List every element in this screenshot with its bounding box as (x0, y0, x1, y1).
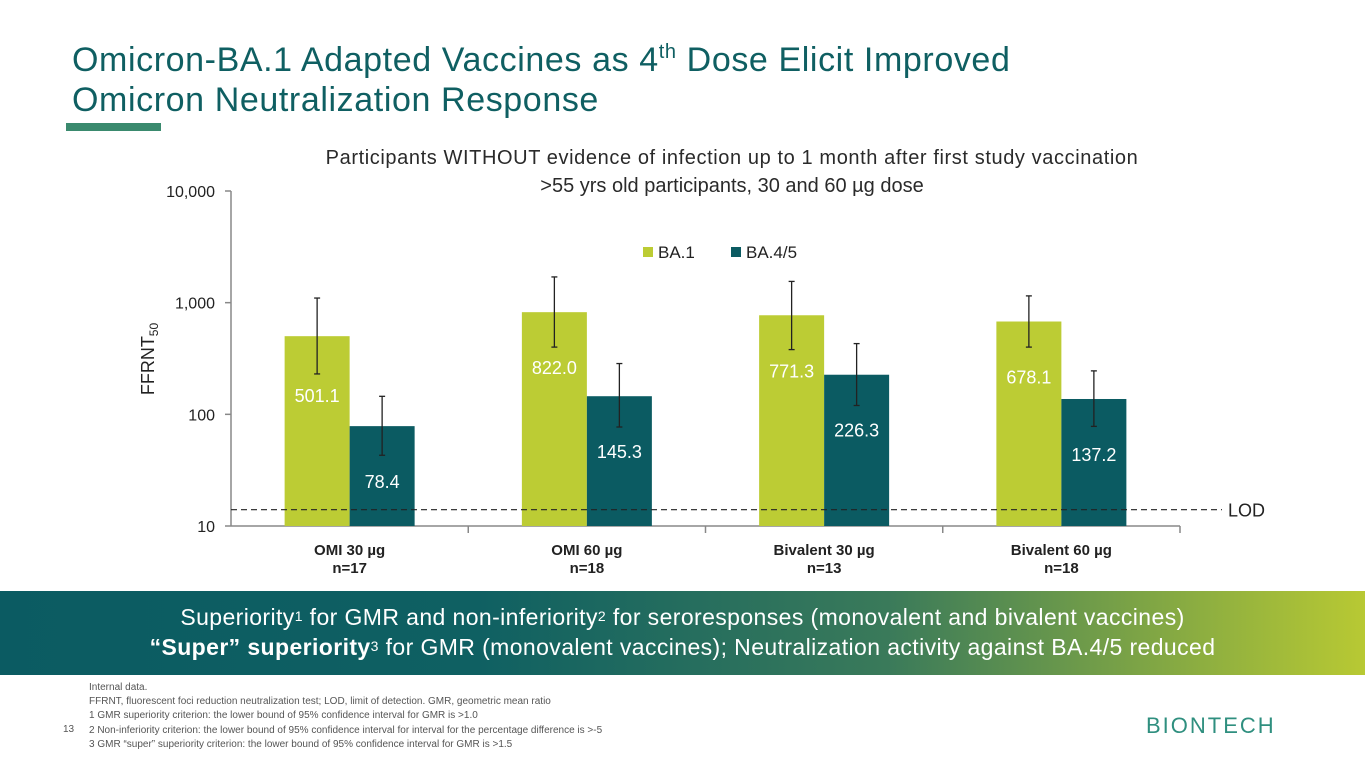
legend-swatch (643, 247, 653, 257)
data-label: 822.0 (532, 358, 577, 378)
x-category-n: n=18 (570, 560, 605, 577)
footnotes: Internal data. FFRNT, fluorescent foci r… (89, 681, 602, 752)
banner-line2: “Super” superiority3 for GMR (monovalent… (149, 634, 1216, 660)
chart-subtitle: >55 yrs old participants, 30 and 60 µg d… (540, 175, 924, 197)
y-tick-label: 1,000 (175, 296, 215, 313)
bar-chart: 10 100 1,000 10,000 FFRNT50 OMI 30 µgn=17 501.… (138, 184, 1265, 577)
biontech-logo: BIONTECH (1146, 713, 1276, 737)
bar-ba1 (996, 321, 1062, 526)
footnote: FFRNT, fluorescent foci reduction neutra… (89, 696, 551, 708)
summary-banner: Superiority1 for GMR and non-inferiority… (0, 591, 1365, 675)
chart-title: Participants WITHOUT evidence of infecti… (325, 147, 1139, 169)
legend-label: BA.1 (658, 243, 695, 262)
data-label: 226.3 (834, 421, 879, 441)
data-label: 771.3 (769, 361, 814, 381)
y-tick-label: 10,000 (166, 184, 215, 201)
lod-label: LOD (1228, 501, 1265, 521)
data-label: 137.2 (1071, 445, 1116, 465)
bar-ba1 (521, 312, 587, 526)
footnote: 3 GMR “super” superiority criterion: the… (89, 738, 513, 750)
footnote: 2 Non-inferiority criterion: the lower b… (89, 724, 603, 736)
y-tick-label: 10 (197, 519, 215, 536)
y-axis-label: FFRNT50 (138, 323, 161, 396)
logo-text: BIONTECH (1146, 713, 1276, 737)
x-category-label: Bivalent 30 µg (774, 542, 875, 559)
x-category-n: n=13 (807, 560, 842, 577)
legend-swatch (731, 247, 741, 257)
y-tick-label: 100 (188, 407, 215, 424)
data-label: 678.1 (1006, 368, 1051, 388)
data-label: 145.3 (597, 442, 642, 462)
footnote: Internal data. (89, 682, 148, 693)
footnote: 1 GMR superiority criterion: the lower b… (89, 710, 478, 722)
title-line2: Omicron Neutralization Response (72, 81, 599, 119)
data-label: 78.4 (365, 472, 400, 492)
title-accent-bar (66, 123, 161, 131)
x-category-label: OMI 30 µg (314, 542, 385, 559)
x-category-label: Bivalent 60 µg (1011, 542, 1112, 559)
x-category-label: OMI 60 µg (551, 542, 622, 559)
legend-label: BA.4/5 (746, 243, 797, 262)
x-category-n: n=17 (332, 560, 367, 577)
slide-title: Omicron-BA.1 Adapted Vaccines as 4th Dos… (72, 40, 1010, 120)
page-number: 13 (63, 724, 75, 735)
data-label: 501.1 (295, 386, 340, 406)
banner-line1: Superiority1 for GMR and non-inferiority… (180, 604, 1185, 630)
x-category-n: n=18 (1044, 560, 1079, 577)
bar-ba1 (759, 315, 825, 526)
title-line1: Omicron-BA.1 Adapted Vaccines as 4th Dos… (72, 41, 1011, 79)
